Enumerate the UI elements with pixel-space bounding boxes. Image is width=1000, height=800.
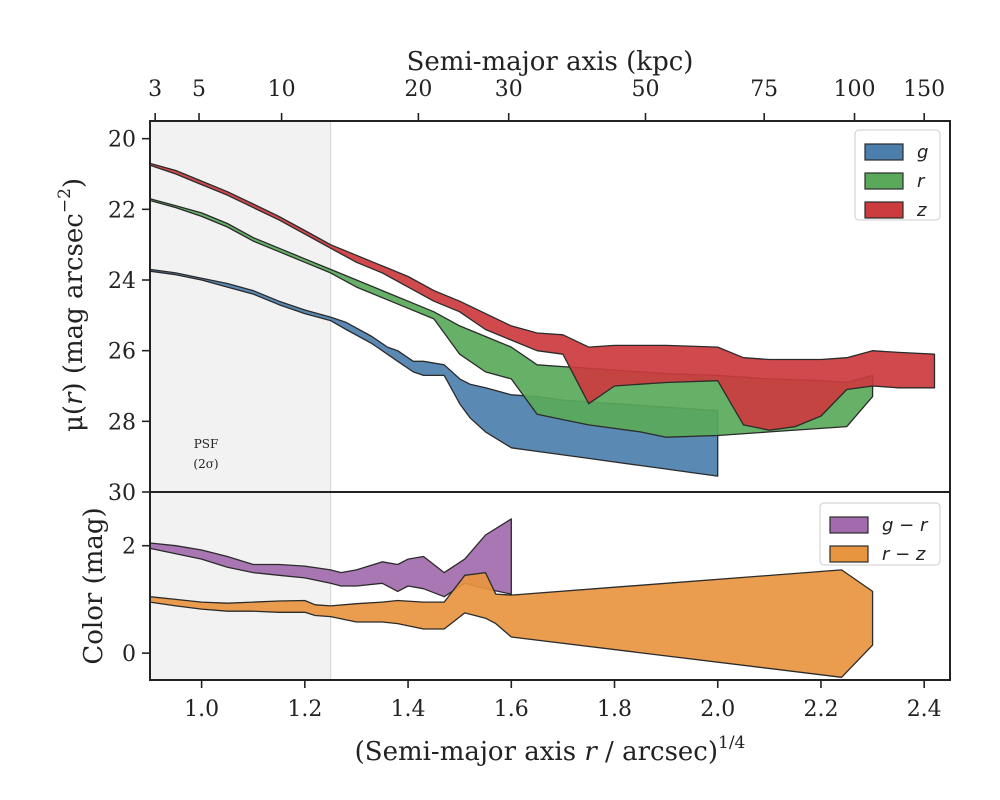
- lower-legend-label: r − z: [882, 544, 926, 565]
- upper-y-axis-title: μ(r) (mag arcsec−2): [55, 178, 89, 432]
- upper-y-tick-label: 20: [108, 128, 136, 153]
- x-tick-label: 2.2: [803, 697, 838, 722]
- lower-legend-swatch: [829, 545, 869, 563]
- upper-legend-swatch: [864, 172, 904, 190]
- upper-legend-label: z: [916, 200, 927, 221]
- x-tick-label: 1.2: [287, 697, 322, 722]
- lower-y-tick-label: 2: [122, 535, 136, 560]
- color-areas: [149, 518, 874, 678]
- psf-label-sigma: (2σ): [193, 457, 218, 471]
- upper-legend-label: r: [917, 171, 926, 192]
- bottom-axis-title-main: (Semi-major axis: [355, 737, 585, 767]
- lower-legend-swatch: [829, 516, 869, 534]
- top-axis-title: Semi-major axis (kpc): [407, 47, 694, 77]
- top-x-tick-label: 75: [750, 77, 778, 102]
- series-band-1: [149, 569, 874, 678]
- upper-y-axis-title-tail: ) (mag arcsec: [59, 213, 89, 392]
- top-x-tick-label: 50: [631, 77, 659, 102]
- lower-legend-label: g − r: [882, 515, 929, 536]
- psf-shade: [150, 121, 331, 680]
- bottom-axis-title-var: r: [584, 737, 598, 767]
- top-x-tick-label: 3: [148, 77, 162, 102]
- upper-y-tick-label: 30: [108, 481, 136, 506]
- upper-y-axis-title-mu: μ(: [59, 405, 89, 432]
- upper-y-tick-label: 26: [108, 340, 136, 365]
- bottom-axis-title-sup: 1/4: [718, 733, 745, 753]
- top-x-tick-label: 5: [192, 77, 206, 102]
- upper-y-axis-title-var: r: [59, 391, 89, 405]
- bottom-axis-title-tail: / arcsec): [597, 737, 718, 767]
- upper-y-tick-label: 24: [108, 269, 136, 294]
- top-x-tick-label: 10: [268, 77, 296, 102]
- lower-panel-frame: [149, 491, 951, 681]
- upper-y-tick-label: 28: [108, 410, 136, 435]
- top-x-tick-label: 150: [903, 77, 945, 102]
- x-tick-label: 1.4: [391, 697, 426, 722]
- psf-label: PSF: [194, 437, 219, 451]
- upper-y-axis-title-close: ): [59, 178, 89, 188]
- x-tick-label: 1.8: [597, 697, 632, 722]
- surface-brightness-areas: [149, 162, 936, 477]
- x-tick-label: 1.0: [184, 697, 219, 722]
- x-tick-label: 2.4: [907, 697, 942, 722]
- upper-legend-swatch: [864, 201, 904, 219]
- top-x-tick-label: 20: [404, 77, 432, 102]
- x-tick-label: 1.6: [494, 697, 529, 722]
- psf-region: [150, 121, 332, 680]
- upper-legend-label: g: [917, 142, 928, 163]
- top-x-tick-label: 100: [834, 77, 876, 102]
- lower-y-tick-label: 0: [122, 642, 136, 667]
- lower-y-axis-title: Color (mag): [79, 507, 109, 664]
- upper-y-axis-title-sup: −2: [55, 188, 75, 213]
- series-band-0: [149, 518, 512, 598]
- axes: 1.0 1.2 1.4 1.6 1.8 2.0 2.2 2.43 5 10 20 30 50 75 100 1…: [108, 77, 951, 722]
- upper-y-tick-label: 22: [108, 198, 136, 223]
- top-x-tick-label: 30: [495, 77, 523, 102]
- upper-legend-swatch: [864, 143, 904, 161]
- legends: grz g − r r − z: [819, 129, 941, 566]
- series-band-2: [149, 162, 936, 431]
- bottom-axis-title: (Semi-major axis r / arcsec)1/4: [355, 733, 746, 767]
- x-tick-label: 2.0: [700, 697, 735, 722]
- series-band-0: [149, 268, 719, 477]
